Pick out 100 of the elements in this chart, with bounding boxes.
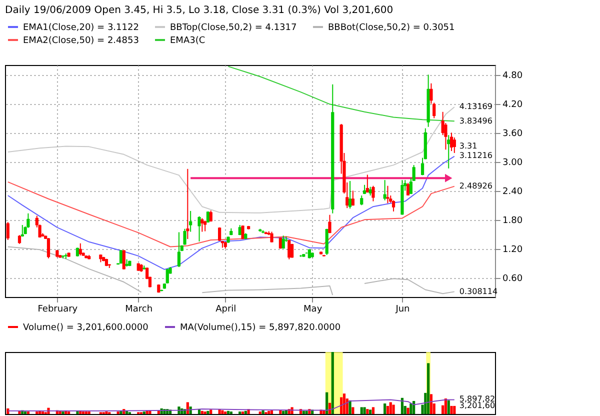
candlestick	[218, 226, 222, 242]
bar	[384, 403, 386, 414]
line-series	[7, 181, 455, 248]
bar	[262, 410, 264, 414]
line-series	[228, 66, 455, 122]
candlestick	[386, 185, 390, 204]
candlestick	[348, 180, 352, 210]
candlestick	[270, 231, 274, 243]
y-tick-label: 0.60	[502, 274, 523, 284]
candlestick	[360, 195, 364, 206]
candlestick	[351, 190, 354, 206]
y-tick-label: 3.00	[502, 158, 523, 168]
bar	[392, 404, 395, 414]
chart-title: Daily 19/06/2009 Open 3.45, Hi 3.5, Lo 3.18, Close 3.31 (0.3%) Vol 3,201,600	[5, 5, 394, 16]
bar	[389, 402, 392, 414]
bar	[125, 410, 128, 414]
bar	[444, 398, 448, 414]
candlestick	[308, 248, 311, 259]
bar	[200, 410, 204, 414]
x-tick-label: Jun	[394, 304, 410, 314]
bar	[450, 406, 453, 414]
candlestick	[186, 168, 190, 240]
bar	[302, 410, 305, 414]
bar	[453, 406, 456, 414]
bar	[369, 410, 372, 414]
candlestick	[198, 216, 201, 242]
legend-label: EMA3(C	[170, 36, 206, 46]
annotation: 3.31	[459, 142, 478, 151]
candlestick	[166, 268, 169, 284]
candlestick	[78, 242, 82, 256]
bar	[410, 403, 412, 414]
bar	[244, 410, 247, 414]
candlestick	[122, 250, 126, 270]
candlestick	[366, 174, 369, 194]
candlestick	[383, 180, 386, 201]
legend-label: EMA2(Close,50) = 2.4853	[23, 36, 139, 46]
x-tick-label: March	[125, 304, 153, 314]
candlestick	[392, 200, 396, 212]
candlestick	[6, 222, 10, 240]
bar	[372, 407, 375, 414]
annotation: 2.48926	[459, 181, 492, 190]
bar	[282, 410, 285, 414]
candlestick	[290, 243, 294, 258]
candlestick	[46, 238, 50, 259]
bar	[360, 407, 363, 414]
bar	[270, 410, 274, 414]
y-tick-label: 1.80	[502, 216, 523, 226]
bar	[226, 410, 230, 414]
candlestick	[450, 132, 454, 152]
bar	[326, 392, 328, 414]
x-tick-label: May	[304, 304, 323, 314]
bar	[348, 400, 352, 414]
candlestick	[282, 235, 285, 250]
bar	[342, 394, 346, 414]
bar	[210, 410, 212, 414]
y-tick-label: 4.20	[502, 100, 523, 110]
bar	[331, 352, 334, 414]
y-tick-label: 2.40	[502, 187, 523, 198]
bar	[120, 410, 122, 414]
candlestick	[288, 239, 291, 260]
legend-label: BBBot(Close,50,2) = 0.3051	[328, 23, 455, 33]
candlestick	[432, 102, 436, 119]
y-tick-label: 3.60	[502, 129, 523, 140]
candlestick	[177, 232, 181, 268]
bar	[268, 410, 270, 414]
bar	[363, 407, 366, 414]
legend-label: MA(Volume(),15) = 5,897,820.0000	[180, 323, 341, 333]
legend-label: EMA1(Close,20) = 3.1122	[23, 23, 139, 33]
x-tick-label: April	[216, 304, 236, 314]
line-series	[7, 156, 455, 270]
y-tick-label: 1.20	[502, 245, 523, 256]
candlestick	[119, 250, 123, 264]
candlestick	[372, 185, 375, 202]
candlestick	[430, 82, 433, 104]
candlestick	[200, 218, 204, 232]
candlestick	[452, 137, 456, 154]
bar	[284, 410, 288, 414]
bar	[406, 408, 410, 414]
bar	[386, 406, 390, 414]
x-tick-label: February	[38, 304, 78, 314]
candlestick	[204, 220, 207, 232]
bar	[206, 410, 210, 414]
annotation: 3.83496	[459, 116, 492, 126]
bar	[352, 407, 354, 414]
bar	[221, 410, 224, 414]
bar	[146, 410, 148, 414]
legend-label: BBTop(Close,50,2) = 4.1317	[170, 23, 297, 33]
annotation: 3.11216	[459, 151, 492, 160]
y-tick-label: 4.80	[502, 71, 523, 82]
bar	[366, 409, 369, 414]
bar	[447, 400, 450, 414]
bar	[430, 394, 433, 414]
line-series	[7, 106, 455, 214]
legend-label: Volume() = 3,201,600.0000	[23, 323, 149, 333]
candlestick	[328, 214, 332, 234]
bar	[305, 410, 308, 414]
candlestick	[447, 134, 450, 169]
candlestick	[406, 182, 410, 196]
annotation: 0.308114	[459, 286, 498, 296]
annotation: 4.13169	[459, 102, 492, 111]
